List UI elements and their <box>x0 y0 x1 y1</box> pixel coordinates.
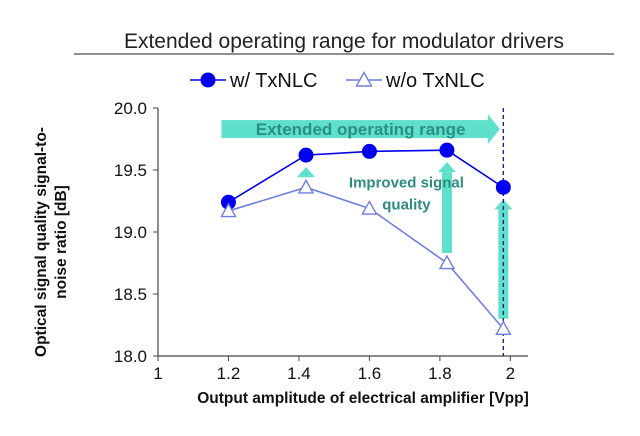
series-layer <box>220 142 512 336</box>
improvement-arrow-head <box>297 167 315 178</box>
y-tick-label: 18.5 <box>114 285 147 304</box>
y-axis-title: Optical signal quality signal-to-noise r… <box>33 127 70 357</box>
y-tick-label: 18.0 <box>114 347 147 366</box>
legend-marker-w-txnlc <box>200 72 216 88</box>
data-point <box>438 254 456 270</box>
x-tick-label: 1.4 <box>287 364 311 383</box>
legend-label-wo-txnlc: w/o TxNLC <box>385 70 485 92</box>
x-tick-label: 1.8 <box>428 364 452 383</box>
improved-quality-label-line2: quality <box>382 196 431 213</box>
chart-title-group: Extended operating range for modulator d… <box>74 30 614 55</box>
data-point <box>298 147 314 163</box>
x-axis-title: Output amplitude of electrical amplifier… <box>197 390 529 407</box>
data-point <box>439 142 455 158</box>
data-point <box>495 179 511 195</box>
data-point <box>361 143 377 159</box>
data-point <box>220 202 237 218</box>
legend: w/ TxNLC w/o TxNLC <box>190 70 485 92</box>
y-axis-title-line: Optical signal quality signal-to- <box>33 127 50 357</box>
y-tick-label: 20.0 <box>114 99 147 118</box>
data-point <box>495 320 512 336</box>
improvement-arrow-body <box>441 172 452 253</box>
improvement-arrow-head <box>494 199 513 210</box>
legend-marker-wo-txnlc <box>355 71 373 87</box>
extended-range-label: Extended operating range <box>256 120 466 139</box>
x-tick-label: 1.2 <box>217 364 241 383</box>
chart-title: Extended operating range for modulator d… <box>124 30 564 53</box>
annotation-text: Extended operating range Improved signal q… <box>256 120 466 213</box>
data-point <box>297 178 315 194</box>
improvement-arrow-head <box>437 162 456 173</box>
x-tick-label: 2 <box>506 364 515 383</box>
axes: 1 1.2 1.4 1.6 1.8 2 18.0 18.5 19.0 19.5 20.0 Output… <box>33 99 529 407</box>
x-tick-label: 1.6 <box>358 364 382 383</box>
extended-range-arrow-body <box>221 120 490 139</box>
y-axis-title-line: noise ratio [dB] <box>53 185 70 299</box>
y-tick-label: 19.5 <box>114 161 147 180</box>
y-tick-label: 19.0 <box>114 223 147 242</box>
x-tick-label: 1 <box>153 364 162 383</box>
extended-range-arrow-head <box>487 114 500 145</box>
data-point <box>361 199 378 215</box>
improved-quality-label-line1: Improved signal <box>349 174 464 191</box>
legend-label-w-txnlc: w/ TxNLC <box>229 70 317 92</box>
